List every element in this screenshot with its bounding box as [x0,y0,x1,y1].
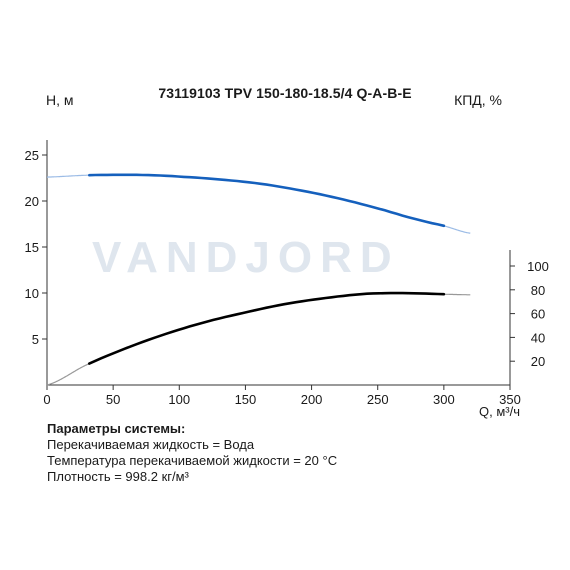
series-efficiency-extension-end [443,293,471,296]
system-parameters: Параметры системы: Перекачиваемая жидкос… [47,421,337,485]
series-head-extension-end [443,225,471,234]
curves [46,173,471,386]
series-head-curve [88,173,446,228]
x-tick-label: 0 [43,392,50,407]
chart-title: 73119103 TPV 150-180-18.5/4 Q-A-B-E [158,85,412,101]
x-tick-label: 100 [168,392,190,407]
y-left-tick-label: 15 [25,240,39,255]
x-tick-label: 200 [301,392,323,407]
series-head-extension-start [47,174,90,178]
series-efficiency-curve [88,291,446,365]
y-right-tick-label: 80 [531,283,545,298]
x-tick-label: 350 [499,392,521,407]
param-line-temperature: Температура перекачиваемой жидкости = 20… [47,453,338,468]
watermark-text: VANDJORD [92,233,400,282]
y-right-tick-label: 100 [527,259,549,274]
x-tick-label: 250 [367,392,389,407]
x-tick-label: 150 [235,392,257,407]
param-line-liquid: Перекачиваемая жидкость = Вода [47,437,255,452]
x-tick-label: 300 [433,392,455,407]
y-left-tick-label: 10 [25,286,39,301]
y-left-tick-label: 5 [32,332,39,347]
x-tick-label: 50 [106,392,120,407]
y-axis-right-label: КПД, % [454,92,502,108]
y-left-tick-label: 25 [25,148,39,163]
param-line-density: Плотность = 998.2 кг/м³ [47,469,189,484]
x-axis-label: Q, м³/ч [479,404,520,419]
axes: 0 50 100 150 200 250 300 350 5 10 15 20 25 20 40 60 80 10… [25,140,549,407]
y-right-tick-label: 60 [531,307,545,322]
series-efficiency-extension-start [46,363,90,386]
y-axis-left-label: H, м [46,92,74,108]
params-heading: Параметры системы: [47,421,186,436]
y-right-tick-label: 20 [531,354,545,369]
y-right-tick-label: 40 [531,330,545,345]
y-left-tick-label: 20 [25,194,39,209]
